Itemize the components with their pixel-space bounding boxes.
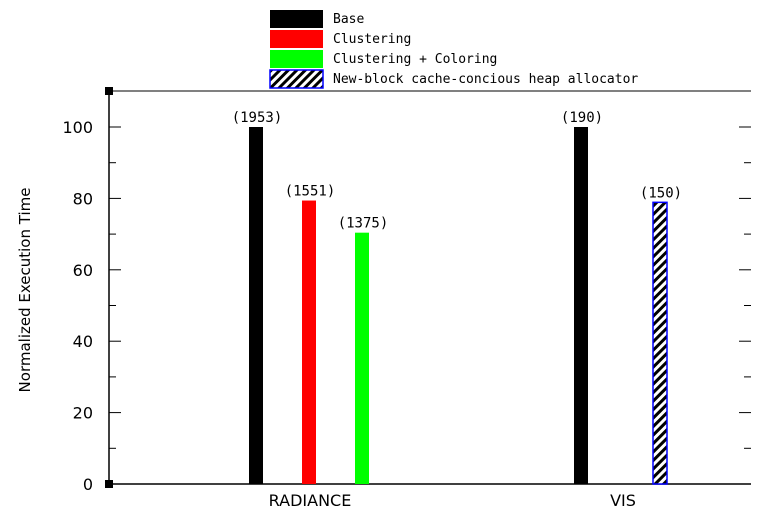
bar <box>249 127 263 484</box>
axes: 0 20 40 60 80 100 Normalized Execution Time RAD… <box>16 87 751 510</box>
legend-swatch <box>270 50 323 68</box>
legend-swatch <box>269 69 324 89</box>
bar <box>302 200 316 485</box>
y-tick-label: 60 <box>73 261 93 280</box>
y-tick-label: 20 <box>73 404 93 423</box>
legend: Base Clustering Clustering + Coloring New-b… <box>269 10 638 89</box>
y-tick-label: 0 <box>83 475 93 494</box>
y-axis-label: Normalized Execution Time <box>16 188 34 393</box>
legend-label: New-block cache-concious heap allocator <box>333 72 638 87</box>
legend-label: Base <box>333 12 364 27</box>
y-tick-label: 100 <box>62 118 93 137</box>
bar <box>355 232 369 484</box>
legend-swatch <box>270 10 323 28</box>
legend-label: Clustering + Coloring <box>333 52 497 67</box>
x-tick-label: VIS <box>610 491 636 510</box>
labels: (1953) (1551)(1375) (190) (150) <box>232 110 682 232</box>
bar <box>574 127 588 484</box>
data-label: (190) <box>561 110 603 126</box>
data-label: (1953) <box>232 110 283 126</box>
bars <box>249 127 668 485</box>
legend-label: Clustering <box>333 32 411 47</box>
data-label: (1551) <box>285 184 336 200</box>
data-label: (1375) <box>338 216 389 232</box>
legend-swatch <box>270 30 323 48</box>
y-tick-label: 80 <box>73 189 93 208</box>
y-tick-label: 40 <box>73 332 93 351</box>
x-tick-label: RADIANCE <box>269 491 352 510</box>
bar <box>652 201 668 485</box>
data-label: (150) <box>640 185 682 201</box>
corner-marker <box>105 87 113 95</box>
